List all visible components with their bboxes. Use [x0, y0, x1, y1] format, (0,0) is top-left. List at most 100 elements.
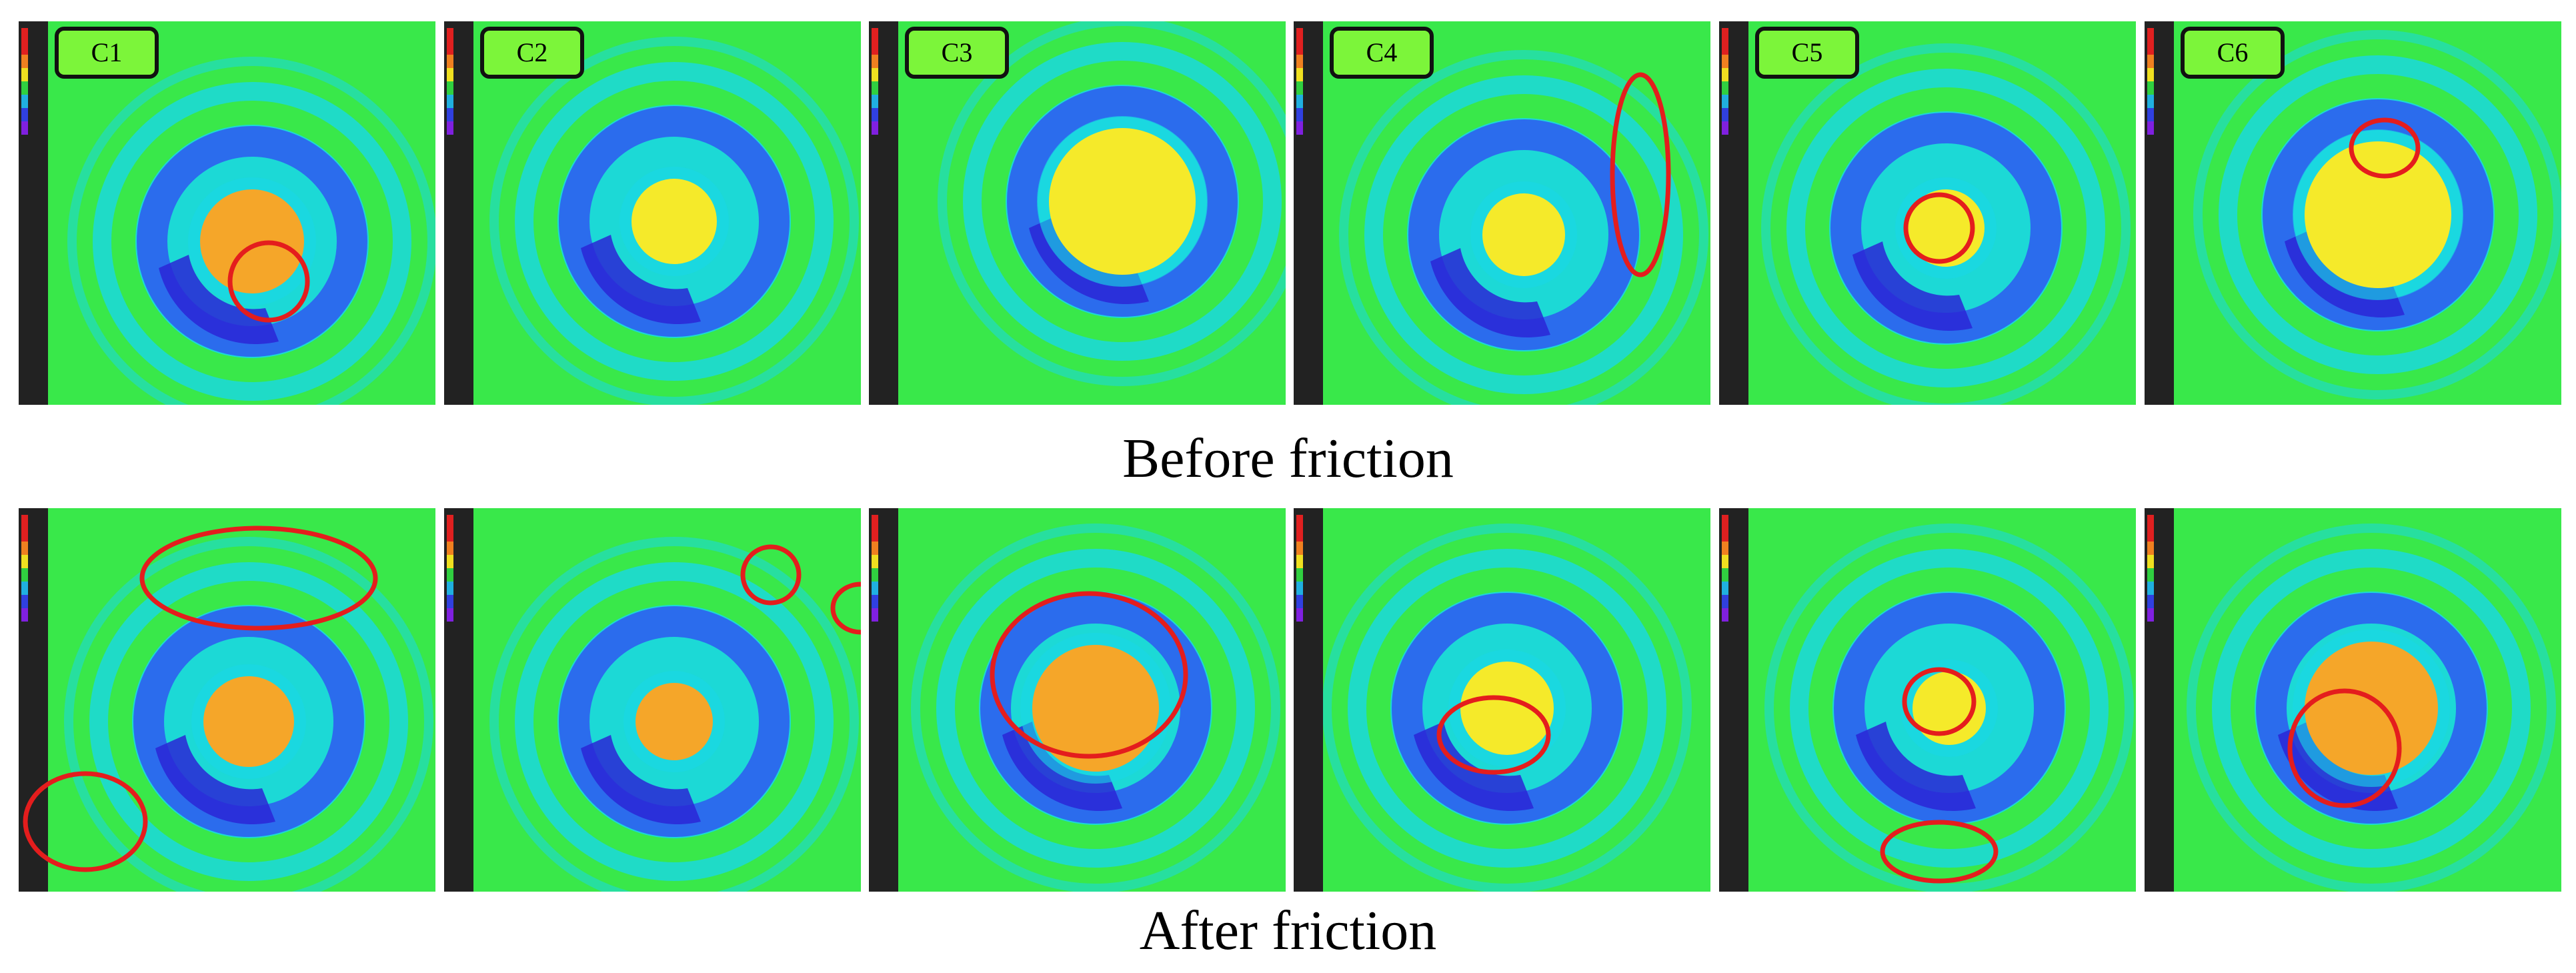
scale-segment — [872, 555, 878, 568]
scale-segment — [872, 582, 878, 595]
scale-segment — [21, 95, 28, 108]
scale-segment — [447, 595, 453, 608]
scale-segment — [1296, 81, 1303, 95]
scale-segment — [1296, 528, 1303, 542]
scale-segment — [1722, 515, 1728, 528]
scale-segment — [2147, 108, 2154, 121]
scale-segment — [1722, 542, 1728, 555]
scale-segment — [1722, 41, 1728, 55]
scale-segment — [872, 568, 878, 582]
scale-segment — [1722, 568, 1728, 582]
scale-segment — [447, 542, 453, 555]
scale-segment — [447, 108, 453, 121]
panel-c2-after — [444, 508, 861, 892]
scale-segment — [872, 121, 878, 135]
scale-segment — [2147, 595, 2154, 608]
scale-segment — [872, 41, 878, 55]
panel-c3-after — [869, 508, 1286, 892]
scale-segment — [21, 528, 28, 542]
scale-segment — [1722, 582, 1728, 595]
scale-segment — [21, 28, 28, 41]
dark-blue-wedge — [155, 735, 275, 824]
dark-blue-wedge — [1852, 241, 1973, 331]
outer-ring — [1339, 50, 1708, 405]
scale-segment — [1296, 555, 1303, 568]
scale-segment — [872, 595, 878, 608]
panel-c5-before — [1719, 21, 2136, 405]
topography-map — [1294, 21, 1710, 405]
annotation-ellipse — [139, 526, 378, 631]
scale-segment — [447, 68, 453, 81]
scale-segment — [21, 568, 28, 582]
mid-ring — [1790, 549, 2109, 868]
scale-segment — [447, 608, 453, 622]
scale-segment — [1296, 121, 1303, 135]
scale-segment — [1296, 55, 1303, 68]
panel-c4-before — [1294, 21, 1710, 405]
scale-segment — [447, 515, 453, 528]
raised-core — [1049, 128, 1196, 275]
raised-core — [2305, 642, 2438, 775]
label-c2: C2 — [480, 27, 584, 79]
topography-map — [444, 508, 861, 892]
mid-ring — [515, 62, 834, 381]
topography-map — [19, 21, 435, 405]
panel-c6-after — [2145, 508, 2561, 892]
annotation-ellipse — [990, 591, 1188, 759]
scale-segment — [447, 582, 453, 595]
outer-ring — [1761, 43, 2131, 405]
scale-segment — [1296, 95, 1303, 108]
scale-segment — [1722, 108, 1728, 121]
scale-segment — [1296, 68, 1303, 81]
scale-segment — [1296, 28, 1303, 41]
scale-segment — [2147, 568, 2154, 582]
mid-ring — [89, 562, 408, 881]
topography-map — [1719, 21, 2136, 405]
scale-segment — [21, 608, 28, 622]
scale-segment — [2147, 81, 2154, 95]
panel-c6-before — [2145, 21, 2561, 405]
label-c3: C3 — [905, 27, 1009, 79]
annotation-ellipse — [1610, 72, 1671, 277]
scale-segment — [2147, 95, 2154, 108]
raised-core — [1460, 662, 1554, 755]
label-c4: C4 — [1330, 27, 1434, 79]
scale-segment — [447, 568, 453, 582]
scale-segment — [447, 55, 453, 68]
scale-segment — [1722, 528, 1728, 542]
scale-segment — [447, 41, 453, 55]
scale-segment — [872, 28, 878, 41]
scale-segment — [2147, 55, 2154, 68]
after-friction-row: After friction — [0, 480, 2576, 973]
scale-segment — [447, 81, 453, 95]
scale-segment — [872, 95, 878, 108]
scale-segment — [1296, 582, 1303, 595]
before-friction-row: C1 C2 C3 C4 C5 C6 Before friction — [0, 0, 2576, 490]
scale-segment — [21, 515, 28, 528]
scale-segment — [872, 528, 878, 542]
scale-segment — [1722, 608, 1728, 622]
annotation-ellipse — [740, 544, 802, 606]
raised-core — [1912, 672, 1986, 745]
outer-ring — [67, 57, 435, 405]
scale-segment — [1296, 108, 1303, 121]
scale-segment — [447, 121, 453, 135]
outer-ring — [1322, 524, 1692, 892]
scale-segment — [1722, 55, 1728, 68]
panel-c3-before — [869, 21, 1286, 405]
annotation-ellipse — [23, 771, 148, 872]
mid-ring — [1786, 69, 2105, 387]
topography-map — [2145, 508, 2561, 892]
raised-core — [203, 676, 294, 767]
scale-segment — [872, 515, 878, 528]
annotation-ellipse — [1903, 192, 1975, 264]
annotation-ellipse — [1880, 820, 1999, 884]
topography-map — [1719, 508, 2136, 892]
scale-segment — [1296, 515, 1303, 528]
label-c5: C5 — [1755, 27, 1859, 79]
scale-segment — [1722, 121, 1728, 135]
caption-before-friction: Before friction — [1122, 427, 1454, 490]
dark-blue-wedge — [581, 735, 701, 824]
panel-c4-after — [1294, 508, 1710, 892]
dark-blue-wedge — [1414, 722, 1534, 811]
